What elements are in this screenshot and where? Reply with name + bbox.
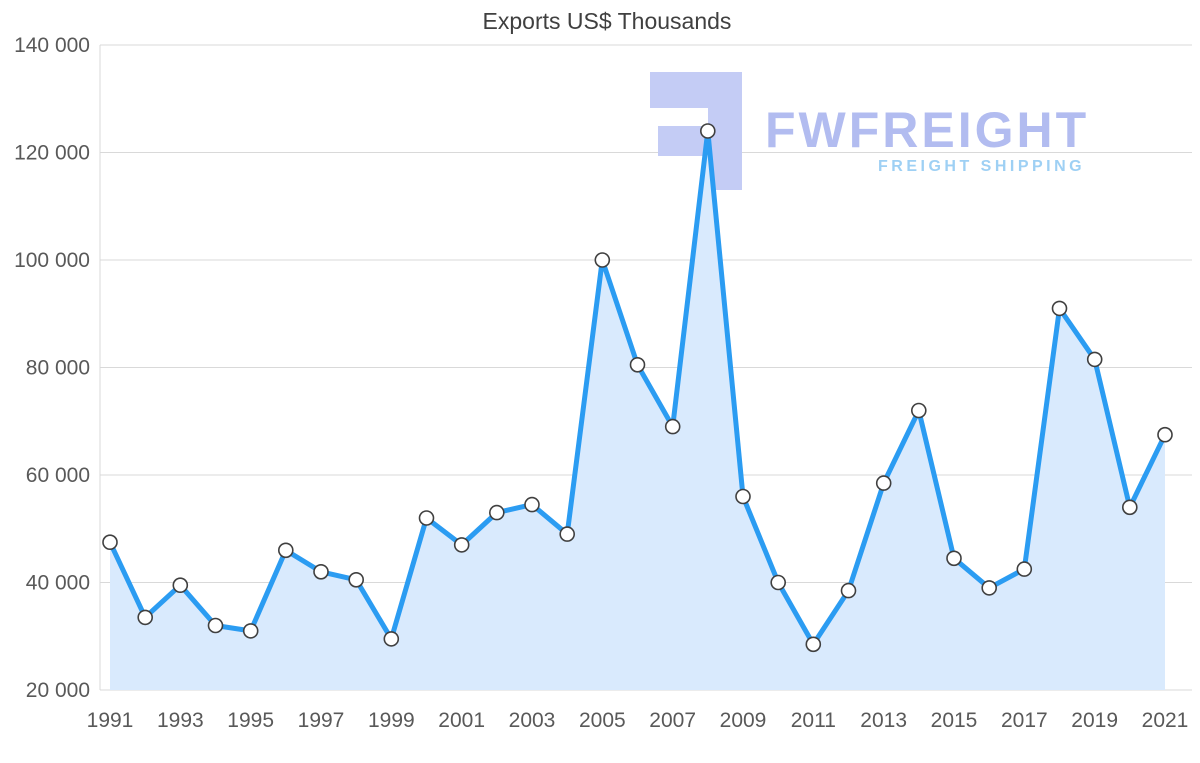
x-axis-tick-label: 2015	[931, 709, 978, 732]
x-axis-tick-label: 2021	[1142, 709, 1189, 732]
x-axis-tick-label: 2013	[860, 709, 907, 732]
y-axis-tick-label: 20 000	[26, 679, 90, 702]
data-point-marker	[1016, 561, 1033, 577]
y-axis-tick-label: 60 000	[26, 464, 90, 487]
x-axis-tick-label: 2019	[1071, 709, 1118, 732]
x-axis-tick-label: 1991	[87, 709, 134, 732]
data-point-marker	[313, 563, 329, 580]
x-axis-tick-label: 2011	[791, 709, 836, 732]
x-axis-tick-label: 2009	[720, 709, 767, 732]
data-point-marker	[348, 571, 365, 588]
data-point-marker	[524, 496, 540, 513]
data-point-marker	[1157, 426, 1173, 443]
data-point-marker	[594, 252, 611, 268]
data-point-marker	[629, 356, 646, 373]
data-point-marker	[735, 488, 751, 505]
data-point-marker	[805, 636, 822, 653]
data-point-marker	[910, 402, 927, 419]
data-point-marker	[1086, 351, 1103, 368]
data-point-marker	[840, 582, 857, 599]
series-layer	[102, 123, 1173, 690]
axis-layer: 20 000 40 000 60 000 80 000 100 000 120 000 14…	[14, 34, 1188, 732]
fw-logo-icon	[650, 72, 742, 190]
data-point-marker	[488, 504, 505, 521]
fw-logo-mid-bar	[658, 126, 742, 156]
data-point-marker	[453, 537, 470, 553]
data-point-marker	[875, 475, 892, 491]
data-point-marker	[664, 418, 681, 435]
data-point-marker	[102, 534, 118, 551]
y-axis-tick-label: 40 000	[26, 572, 90, 595]
data-point-marker	[383, 631, 400, 647]
data-point-marker	[559, 526, 576, 542]
data-point-marker	[207, 617, 224, 634]
chart-title: Exports US$ Thousands	[483, 8, 732, 34]
watermark: FWFREIGHT FREIGHT SHIPPING	[650, 72, 1089, 190]
data-point-marker	[1122, 499, 1138, 516]
watermark-tagline: FREIGHT SHIPPING	[878, 158, 1085, 175]
data-point-marker	[770, 574, 787, 591]
data-point-marker	[699, 123, 716, 139]
series-area-fill	[110, 131, 1165, 690]
x-axis-tick-label: 2005	[579, 709, 626, 732]
watermark-brand: FWFREIGHT	[765, 102, 1089, 158]
data-point-marker	[946, 550, 962, 567]
data-point-marker	[242, 623, 259, 639]
x-axis-tick-label: 2001	[438, 709, 485, 732]
y-axis-tick-label: 100 000	[14, 249, 90, 272]
x-axis-tick-label: 2003	[509, 709, 556, 732]
y-axis-tick-label: 80 000	[26, 357, 90, 380]
data-point-marker	[1051, 300, 1068, 317]
x-axis-tick-label: 2007	[649, 709, 696, 732]
data-point-marker	[981, 580, 998, 596]
data-point-marker	[418, 510, 435, 526]
y-axis-tick-label: 120 000	[14, 142, 90, 165]
data-point-marker	[137, 609, 153, 626]
x-axis-tick-label: 1993	[157, 709, 204, 732]
x-axis-tick-label: 1995	[227, 709, 274, 732]
y-axis-tick-label: 140 000	[14, 34, 90, 57]
data-point-marker	[172, 577, 189, 594]
x-axis-tick-label: 1999	[368, 709, 415, 732]
x-axis-tick-label: 2017	[1001, 709, 1048, 732]
data-point-marker	[277, 542, 294, 559]
x-axis-tick-label: 1997	[298, 709, 345, 732]
